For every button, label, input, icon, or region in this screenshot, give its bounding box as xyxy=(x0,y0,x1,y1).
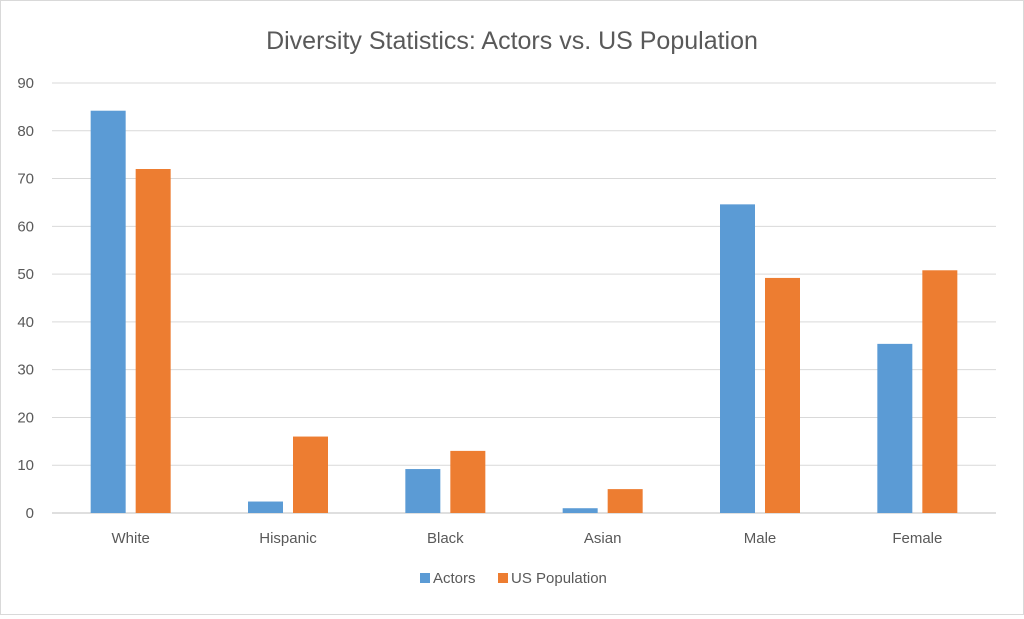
bar-us-population-male xyxy=(765,277,800,513)
bar-actors-female xyxy=(877,343,913,513)
gridlines xyxy=(52,82,996,514)
bar-us-population-white xyxy=(135,169,171,513)
bar-actors-male xyxy=(720,204,755,513)
y-tick-label: 90 xyxy=(17,75,34,92)
bar-us-population-hispanic xyxy=(293,436,328,513)
x-tick-label: Black xyxy=(427,530,464,547)
y-tick-label: 20 xyxy=(17,409,34,426)
legend-swatch xyxy=(498,573,508,583)
bars xyxy=(90,110,958,513)
legend: Actors US Population xyxy=(420,570,607,587)
bar-actors-asian xyxy=(562,508,598,513)
y-tick-label: 60 xyxy=(17,218,34,235)
bar-us-population-asian xyxy=(607,489,643,513)
y-tick-label: 10 xyxy=(17,457,34,474)
bar-actors-white xyxy=(90,110,126,513)
y-tick-label: 30 xyxy=(17,362,34,379)
legend-label: US Population xyxy=(511,570,607,587)
bar-us-population-black xyxy=(450,450,486,513)
y-tick-label: 50 xyxy=(17,266,34,283)
x-tick-label: Female xyxy=(892,530,942,547)
bar-us-population-female xyxy=(922,270,958,513)
y-tick-label: 80 xyxy=(17,123,34,140)
x-tick-label: White xyxy=(111,530,149,547)
chart-title: Diversity Statistics: Actors vs. US Popu… xyxy=(266,27,758,55)
legend-label: Actors xyxy=(433,570,476,587)
bar-actors-black xyxy=(405,469,441,513)
bar-actors-hispanic xyxy=(248,501,283,513)
x-tick-label: Asian xyxy=(584,530,622,547)
y-tick-label: 70 xyxy=(17,171,34,188)
x-axis-ticks: White Hispanic Black Asian Male Female xyxy=(111,530,942,547)
x-tick-label: Male xyxy=(744,530,777,547)
y-tick-label: 0 xyxy=(26,505,34,522)
legend-swatch xyxy=(420,573,430,583)
x-tick-label: Hispanic xyxy=(259,530,317,547)
y-axis-ticks: 0 10 20 30 40 50 60 70 80 90 xyxy=(17,75,34,522)
y-tick-label: 40 xyxy=(17,314,34,331)
